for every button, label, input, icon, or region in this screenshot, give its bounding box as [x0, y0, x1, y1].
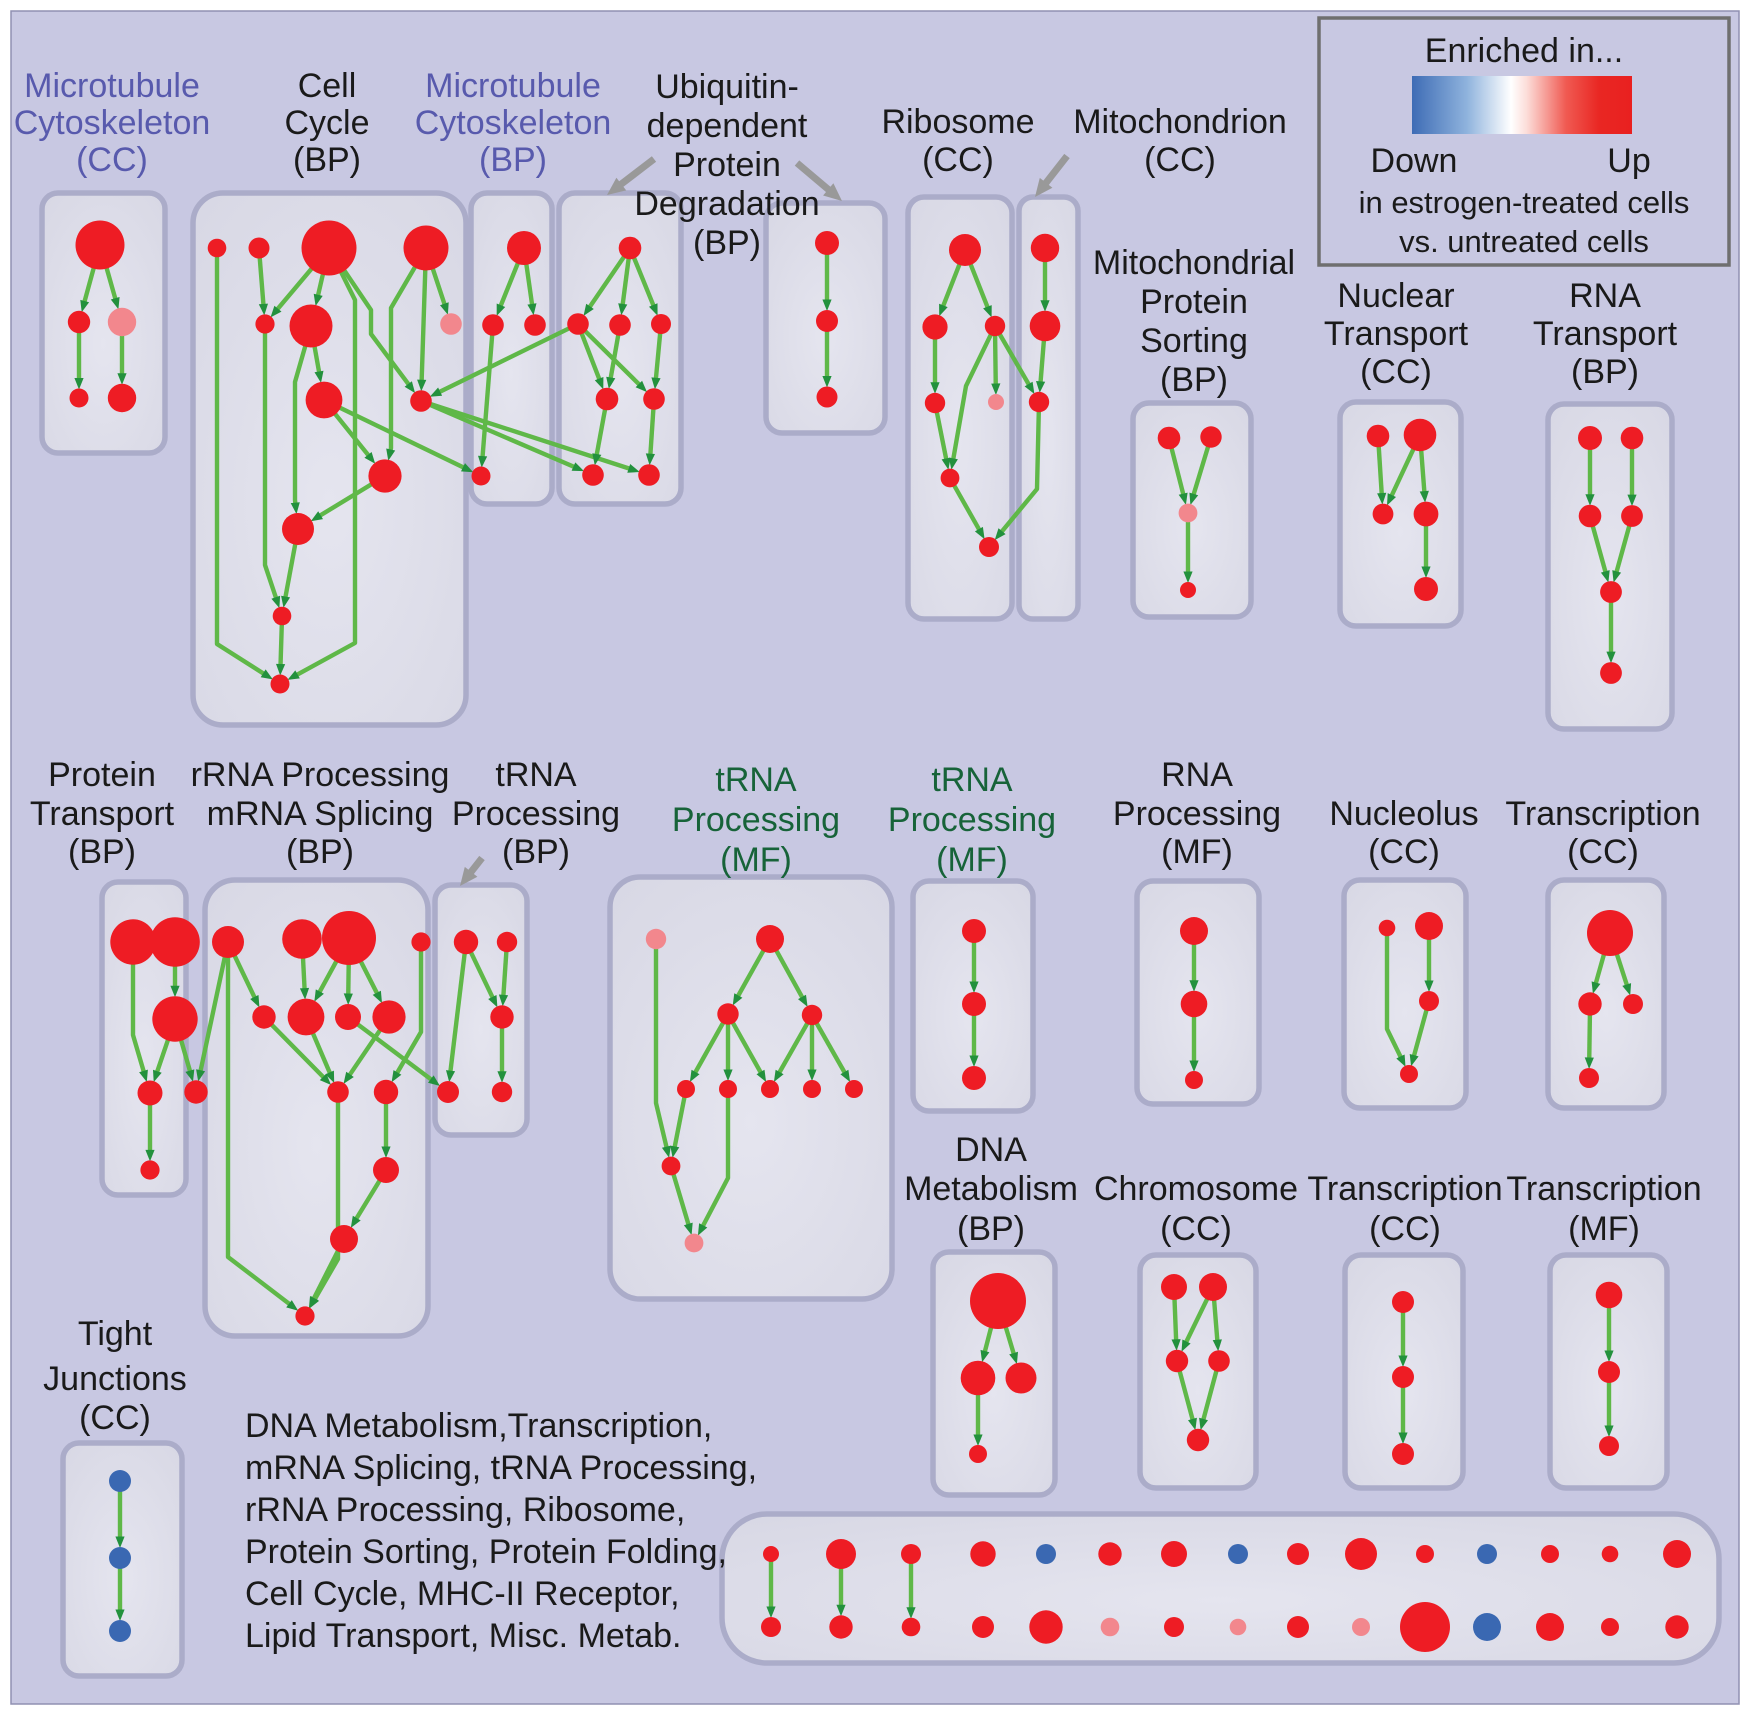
svg-text:Processing: Processing: [1113, 795, 1281, 833]
svg-text:Transport: Transport: [1324, 315, 1469, 353]
svg-text:Mitochondrion: Mitochondrion: [1073, 103, 1287, 141]
svg-text:(CC): (CC): [76, 141, 148, 179]
svg-text:mRNA Splicing, tRNA Processing: mRNA Splicing, tRNA Processing,: [245, 1449, 757, 1487]
svg-text:Processing: Processing: [672, 801, 840, 839]
svg-text:Nucleolus: Nucleolus: [1329, 795, 1478, 833]
svg-text:(MF): (MF): [936, 841, 1008, 879]
svg-text:Ubiquitin-: Ubiquitin-: [655, 68, 799, 106]
svg-text:Metabolism: Metabolism: [904, 1170, 1078, 1208]
svg-text:RNA: RNA: [1569, 277, 1641, 315]
svg-text:(CC): (CC): [1567, 833, 1639, 871]
svg-text:mRNA Splicing: mRNA Splicing: [207, 795, 434, 833]
svg-text:Protein Sorting, Protein Foldi: Protein Sorting, Protein Folding,: [245, 1533, 727, 1571]
svg-text:Processing: Processing: [452, 795, 620, 833]
svg-text:Microtubule: Microtubule: [425, 67, 601, 105]
svg-text:Mitochondrial: Mitochondrial: [1093, 244, 1295, 282]
svg-text:(CC): (CC): [1368, 833, 1440, 871]
svg-text:(CC): (CC): [922, 141, 994, 179]
svg-text:Microtubule: Microtubule: [24, 67, 200, 105]
svg-text:rRNA Processing: rRNA Processing: [191, 756, 450, 794]
svg-text:Ribosome: Ribosome: [881, 103, 1034, 141]
svg-text:Transport: Transport: [30, 795, 175, 833]
svg-text:(BP): (BP): [957, 1210, 1025, 1248]
svg-text:(BP): (BP): [1571, 353, 1639, 391]
svg-text:rRNA Processing, Ribosome,: rRNA Processing, Ribosome,: [245, 1491, 685, 1529]
svg-text:(CC): (CC): [1360, 353, 1432, 391]
svg-text:Nuclear: Nuclear: [1337, 277, 1454, 315]
svg-text:(BP): (BP): [693, 224, 761, 262]
svg-text:(MF): (MF): [1568, 1210, 1640, 1248]
svg-text:tRNA: tRNA: [931, 761, 1013, 799]
svg-text:Transport: Transport: [1533, 315, 1678, 353]
svg-text:dependent: dependent: [647, 107, 808, 145]
svg-text:(MF): (MF): [1161, 833, 1233, 871]
svg-text:Processing: Processing: [888, 801, 1056, 839]
svg-text:Protein: Protein: [673, 146, 781, 184]
svg-text:(BP): (BP): [293, 141, 361, 179]
svg-text:Cell Cycle, MHC-II Receptor,: Cell Cycle, MHC-II Receptor,: [245, 1575, 680, 1613]
svg-text:(BP): (BP): [1160, 361, 1228, 399]
svg-text:tRNA: tRNA: [715, 761, 797, 799]
svg-text:Cytoskeleton: Cytoskeleton: [415, 104, 612, 142]
svg-text:Degradation: Degradation: [634, 185, 819, 223]
svg-text:Down: Down: [1371, 142, 1458, 180]
svg-text:in estrogen-treated cells: in estrogen-treated cells: [1359, 185, 1690, 220]
svg-text:Tight: Tight: [78, 1315, 153, 1353]
svg-text:tRNA: tRNA: [495, 756, 577, 794]
svg-text:Lipid Transport, Misc. Metab.: Lipid Transport, Misc. Metab.: [245, 1617, 682, 1655]
svg-text:(BP): (BP): [479, 141, 547, 179]
svg-text:Sorting: Sorting: [1140, 322, 1248, 360]
svg-text:(BP): (BP): [502, 833, 570, 871]
svg-text:Protein: Protein: [48, 756, 156, 794]
svg-text:DNA: DNA: [955, 1131, 1027, 1169]
svg-text:Transcription: Transcription: [1505, 795, 1700, 833]
svg-text:Transcription: Transcription: [1506, 1170, 1701, 1208]
svg-text:Junctions: Junctions: [43, 1360, 187, 1398]
svg-text:(CC): (CC): [1160, 1210, 1232, 1248]
svg-text:vs. untreated cells: vs. untreated cells: [1399, 224, 1649, 259]
svg-text:Chromosome: Chromosome: [1094, 1170, 1298, 1208]
svg-text:(CC): (CC): [1369, 1210, 1441, 1248]
svg-text:Cell: Cell: [298, 67, 357, 105]
svg-text:Protein: Protein: [1140, 283, 1248, 321]
svg-text:(CC): (CC): [79, 1399, 151, 1437]
svg-text:RNA: RNA: [1161, 756, 1233, 794]
svg-text:Up: Up: [1607, 142, 1650, 180]
svg-text:(BP): (BP): [68, 833, 136, 871]
svg-text:(CC): (CC): [1144, 141, 1216, 179]
svg-text:Cytoskeleton: Cytoskeleton: [14, 104, 211, 142]
svg-text:(MF): (MF): [720, 841, 792, 879]
svg-text:Enriched in...: Enriched in...: [1425, 32, 1623, 70]
svg-text:Transcription: Transcription: [1307, 1170, 1502, 1208]
svg-text:DNA Metabolism,Transcription,: DNA Metabolism,Transcription,: [245, 1407, 712, 1445]
svg-text:Cycle: Cycle: [284, 104, 369, 142]
svg-text:(BP): (BP): [286, 833, 354, 871]
